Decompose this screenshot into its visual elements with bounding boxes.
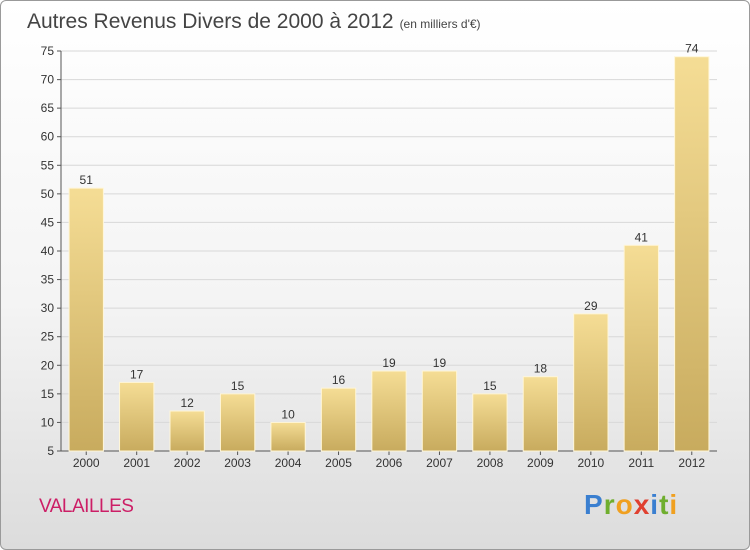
x-tick-label-2007: 2007 (426, 456, 453, 470)
x-tick-label-2001: 2001 (123, 456, 150, 470)
data-label-2003: 15 (231, 379, 245, 393)
y-tick-label: 55 (41, 158, 55, 172)
logo-letter: o (615, 489, 634, 520)
data-label-2011: 41 (635, 230, 649, 244)
x-tick-label-2004: 2004 (275, 456, 302, 470)
logo-letter: x (633, 489, 651, 520)
chart-title-text: Autres Revenus Divers de 2000 à 2012 (27, 10, 394, 33)
bar-2009 (522, 376, 559, 452)
data-label-2002: 12 (180, 396, 194, 410)
chart-subtitle: (en milliers d'€) (399, 17, 481, 31)
bars (68, 56, 710, 452)
labels: 51 2000 17 2001 12 2002 15 2003 10 2004 16 2005 19 20… (73, 42, 706, 470)
bar-2012 (674, 56, 710, 452)
data-label-2006: 19 (382, 356, 396, 370)
x-tick-label-2002: 2002 (174, 456, 201, 470)
bar-2011 (623, 244, 659, 452)
bar-2006 (371, 370, 407, 452)
y-tick-label: 20 (41, 358, 55, 372)
x-tick-label-2008: 2008 (477, 456, 504, 470)
y-tick-label: 40 (41, 244, 55, 258)
logo-letter: i (669, 489, 679, 520)
chart-title: Autres Revenus Divers de 2000 à 2012 (en … (27, 10, 481, 34)
commune-name: VALAILLES (39, 496, 134, 517)
x-tick-label-2012: 2012 (678, 456, 705, 470)
logo-letter: P (584, 489, 604, 520)
bar-2004 (270, 421, 306, 452)
data-label-2009: 18 (534, 362, 548, 376)
x-tick-label-2000: 2000 (73, 456, 100, 470)
bar-2000 (68, 187, 104, 452)
data-label-2010: 29 (584, 299, 598, 313)
data-label-2004: 10 (281, 407, 295, 421)
x-tick-label-2011: 2011 (628, 456, 654, 470)
y-tick-label: 30 (41, 301, 55, 315)
logo-letter: t (659, 489, 670, 520)
x-tick-label-2009: 2009 (527, 456, 554, 470)
data-label-2005: 16 (332, 373, 346, 387)
y-tick-label: 5 (47, 444, 54, 458)
bar-2003 (219, 393, 256, 452)
y-tick-label: 50 (41, 187, 55, 201)
bar-2008 (472, 393, 508, 452)
y-tick-label: 10 (41, 415, 55, 429)
data-label-2001: 17 (130, 367, 144, 381)
x-tick-label-2006: 2006 (376, 456, 403, 470)
y-tick-label: 75 (41, 44, 55, 58)
data-label-2007: 19 (433, 356, 447, 370)
y-tick-label: 35 (41, 273, 55, 287)
bar-2001 (119, 381, 155, 452)
y-tick-label: 65 (41, 101, 55, 115)
data-label-2012: 74 (685, 42, 699, 56)
y-tick-label: 60 (41, 130, 55, 144)
x-tick-label-2003: 2003 (224, 456, 251, 470)
y-tick-label: 25 (41, 330, 55, 344)
bar-2005 (320, 387, 357, 452)
y-tick-label: 70 (41, 73, 55, 87)
bar-2010 (573, 313, 609, 452)
x-tick-label-2005: 2005 (325, 456, 352, 470)
x-tick-label-2010: 2010 (577, 456, 604, 470)
logo-letter: i (650, 489, 660, 520)
bar-2002 (169, 410, 205, 452)
proxiti-logo: Proxiti (584, 489, 678, 521)
bar-2007 (421, 370, 458, 452)
data-label-2000: 51 (80, 173, 94, 187)
y-tick-label: 15 (41, 387, 55, 401)
y-tick-label: 45 (41, 215, 55, 229)
data-label-2008: 15 (483, 379, 497, 393)
logo-letter: r (603, 489, 616, 520)
